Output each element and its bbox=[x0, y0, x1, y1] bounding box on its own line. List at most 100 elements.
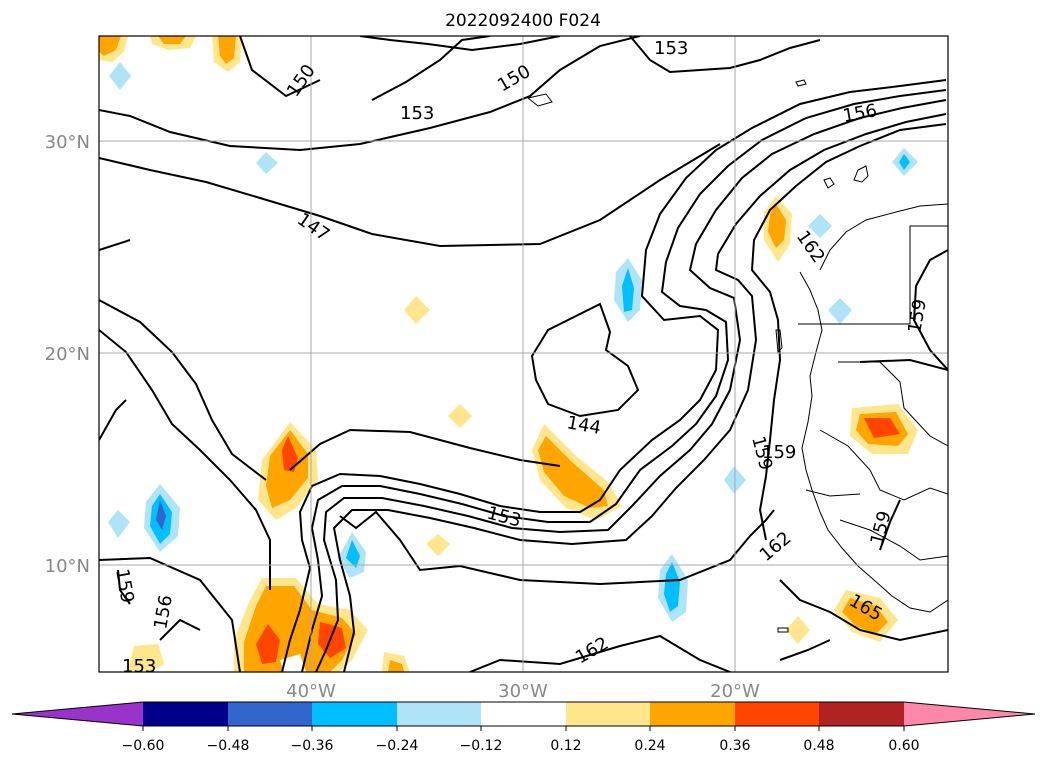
colorbar-tick-label: −0.24 bbox=[376, 738, 419, 754]
map-title: 2022092400 F024 bbox=[445, 11, 601, 31]
negative-anomaly-blob bbox=[808, 214, 832, 238]
contour-label: 153 bbox=[400, 103, 434, 124]
contour-line bbox=[315, 99, 947, 672]
contour-line bbox=[239, 36, 321, 98]
colorbar-tick-label: 0.24 bbox=[634, 738, 665, 754]
positive-anomaly-blob bbox=[388, 660, 404, 672]
contour-line bbox=[629, 36, 821, 74]
negative-anomaly-blob bbox=[664, 562, 680, 612]
colorbar-segment bbox=[735, 702, 819, 726]
coastline bbox=[819, 511, 948, 613]
positive-anomaly-blob bbox=[538, 436, 608, 508]
contour-line bbox=[99, 399, 127, 441]
colorbar-segment bbox=[143, 702, 228, 726]
positive-anomaly-blob bbox=[282, 436, 298, 472]
contour-line bbox=[371, 36, 491, 101]
colorbar: −0.60 −0.48 −0.36 −0.24 −0.12 0.12 0.24 … bbox=[11, 701, 1036, 754]
lon-label-40w: 40°W bbox=[286, 681, 336, 702]
contour-line bbox=[779, 639, 831, 661]
positive-anomaly-blob bbox=[256, 624, 280, 664]
lat-label-10n: 10°N bbox=[45, 556, 90, 577]
colorbar-tick-label: 0.60 bbox=[888, 738, 919, 754]
positive-anomaly-blob bbox=[318, 622, 346, 658]
colorbar-tick-label: 0.48 bbox=[803, 738, 834, 754]
colorbar-tick-label: −0.48 bbox=[207, 738, 250, 754]
contour-line bbox=[99, 329, 271, 590]
positive-anomaly-blob bbox=[842, 598, 888, 634]
coastlines bbox=[526, 79, 948, 633]
contour-line bbox=[301, 89, 947, 672]
colorbar-segment bbox=[481, 702, 566, 726]
positive-anomaly-blob bbox=[280, 654, 306, 672]
lon-label-20w: 20°W bbox=[710, 681, 760, 702]
contour-line bbox=[99, 36, 641, 152]
positive-anomaly-blob bbox=[218, 36, 236, 64]
colorbar-tick-label: 0.12 bbox=[550, 738, 581, 754]
colorbar-segment bbox=[397, 702, 481, 726]
positive-anomaly-blob bbox=[128, 644, 164, 672]
negative-anomaly-blob bbox=[346, 540, 360, 568]
positive-anomaly-blob bbox=[768, 204, 786, 248]
lat-label-20n: 20°N bbox=[45, 344, 90, 365]
colorbar-extend-low bbox=[12, 702, 143, 726]
contour-label: 159 bbox=[762, 442, 796, 463]
contour-line bbox=[879, 499, 901, 551]
contour-line bbox=[339, 509, 775, 586]
colorbar-tick-label: 0.36 bbox=[719, 738, 750, 754]
contour-line bbox=[117, 569, 131, 605]
island bbox=[853, 165, 869, 183]
country-border bbox=[798, 225, 948, 325]
positive-anomaly-blob bbox=[158, 36, 186, 44]
colorbar-segment bbox=[228, 702, 312, 726]
positive-anomaly-blob bbox=[99, 36, 121, 56]
contour-line bbox=[332, 113, 947, 672]
gridlines bbox=[99, 36, 948, 672]
colorbar-segment bbox=[650, 702, 735, 726]
map-frame bbox=[98, 35, 949, 673]
colorbar-segment bbox=[312, 702, 397, 726]
colorbar-extend-high bbox=[904, 702, 1035, 726]
negative-anomaly-blob bbox=[108, 510, 130, 538]
positive-anomaly-blob bbox=[426, 534, 450, 556]
contour-line bbox=[99, 556, 241, 672]
colorbar-tick-label: −0.12 bbox=[460, 738, 503, 754]
contour-line bbox=[530, 302, 640, 418]
contour-label: 153 bbox=[654, 38, 688, 59]
colorbar-tick-marks bbox=[142, 726, 905, 731]
island bbox=[526, 93, 553, 107]
negative-anomaly-blob bbox=[256, 152, 278, 174]
island bbox=[823, 177, 835, 189]
contour-line bbox=[469, 634, 731, 672]
island bbox=[777, 627, 789, 633]
island bbox=[795, 79, 807, 87]
negative-anomaly-blob bbox=[156, 500, 166, 530]
contour-line bbox=[99, 299, 267, 481]
country-border bbox=[839, 519, 948, 561]
positive-anomaly-blob bbox=[864, 418, 900, 438]
negative-anomaly-blob bbox=[622, 268, 634, 312]
contour-line bbox=[281, 79, 947, 672]
coastline bbox=[799, 271, 823, 513]
negative-anomaly-blob bbox=[109, 62, 131, 90]
positive-anomaly-blob bbox=[404, 296, 430, 324]
contour-line bbox=[779, 579, 948, 642]
colorbar-tick-label: −0.60 bbox=[122, 738, 165, 754]
colorbar-segment bbox=[819, 702, 904, 726]
contour-lines bbox=[99, 36, 948, 672]
negative-anomaly-blob bbox=[828, 298, 852, 324]
anomaly-shading bbox=[99, 36, 918, 672]
contour-line bbox=[99, 143, 721, 248]
negative-anomaly-blob bbox=[899, 154, 910, 170]
contour-line bbox=[99, 239, 131, 251]
lat-label-30n: 30°N bbox=[45, 132, 90, 153]
positive-anomaly-blob bbox=[786, 616, 810, 644]
colorbar-tick-label: −0.36 bbox=[291, 738, 334, 754]
contour-line bbox=[159, 618, 201, 641]
country-border bbox=[819, 429, 948, 501]
contour-line bbox=[289, 428, 561, 471]
contour-line bbox=[859, 358, 948, 371]
country-border bbox=[805, 489, 861, 497]
map-area: 153 150 150 153 156 147 162 159 144 159 … bbox=[99, 36, 948, 672]
positive-anomaly-blob bbox=[448, 404, 472, 428]
